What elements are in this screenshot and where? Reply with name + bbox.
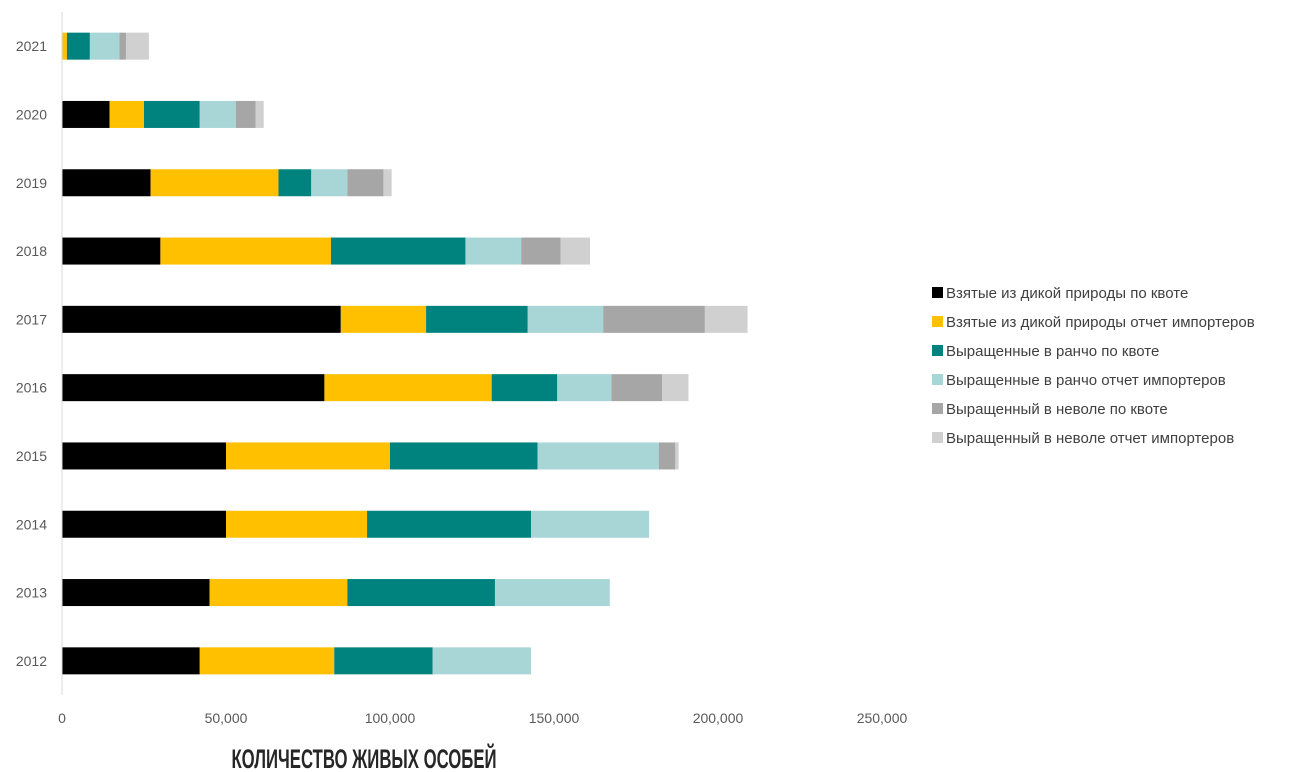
bar-segment-2014-series-4 [531,510,650,538]
legend-swatch-series-3 [932,345,943,356]
bar-segment-2016-series-1 [62,374,325,402]
bar-segment-2020-series-3 [144,100,200,128]
bar-segment-2015-series-4 [537,442,659,470]
legend-swatch-series-4 [932,374,943,385]
bar-segment-2021-series-6 [125,32,149,60]
bar-segment-2016-series-4 [557,374,612,402]
bar-segment-2017-series-1 [62,305,341,333]
bar-segment-2012-series-2 [199,647,335,675]
bar-segment-2019-series-1 [62,169,151,197]
x-tick-label: 250,000 [857,710,908,726]
bar-segment-2012-series-3 [334,647,433,675]
bar-segment-2015-series-6 [675,442,679,470]
bar-segment-2019-series-6 [383,169,392,197]
legend-swatch-series-6 [932,432,943,443]
x-tick-label: 50,000 [205,710,248,726]
bar-segment-2018-series-3 [330,237,466,265]
x-axis-label: КОЛИЧЕСТВО ЖИВЫХ ОСОБЕЙ [231,744,496,772]
bar-segment-2020-series-5 [235,100,256,128]
bar-segment-2013-series-4 [494,579,610,607]
bar-segment-2019-series-5 [347,169,384,197]
legend-label-series-5: Выращенный в неволе по квоте [946,401,1168,418]
bar-segment-2014-series-1 [62,510,226,538]
x-tick-label: 150,000 [529,710,580,726]
bar-segment-2014-series-2 [226,510,368,538]
bar-segment-2018-series-4 [465,237,522,265]
bar-segment-2013-series-2 [209,579,348,607]
legend-swatch-series-1 [932,287,943,298]
bar-segment-2021-series-4 [89,32,120,60]
bar-segment-2021-series-3 [66,32,90,60]
bar-segment-2019-series-2 [150,169,279,197]
legend-label-series-6: Выращенный в неволе отчет импортеров [946,430,1234,447]
bar-segment-2012-series-1 [62,647,200,675]
y-tick-label: 2012 [16,653,47,669]
bar-segment-2015-series-2 [226,442,390,470]
legend: Взятые из дикой природы по квоте Взятые и… [932,285,1255,447]
bar-segment-2020-series-6 [255,100,264,128]
bar-segment-2020-series-4 [199,100,236,128]
bar-segment-2016-series-5 [611,374,663,402]
y-tick-label: 2021 [16,38,47,54]
bar-segment-2017-series-3 [426,305,528,333]
bar-segment-2014-series-3 [367,510,532,538]
bar-segment-2019-series-4 [311,169,348,197]
bar-segment-2018-series-1 [62,237,161,265]
bar-segment-2017-series-2 [340,305,427,333]
y-tick-label: 2019 [16,175,47,191]
bar-segment-2015-series-5 [658,442,676,470]
y-tick-label: 2016 [16,380,47,396]
y-tick-label: 2013 [16,585,47,601]
x-tick-label: 100,000 [365,710,416,726]
x-tick-label: 0 [58,710,66,726]
y-tick-label: 2018 [16,243,47,259]
bar-segment-2017-series-4 [527,305,604,333]
legend-label-series-3: Выращенные в ранчо по квоте [946,343,1159,360]
bar-segment-2016-series-2 [324,374,492,402]
bar-segment-2020-series-2 [109,100,144,128]
bar-segment-2018-series-5 [521,237,561,265]
y-tick-label: 2020 [16,106,47,122]
legend-label-series-1: Взятые из дикой природы по квоте [946,285,1188,302]
bar-segment-2017-series-5 [603,305,705,333]
bar-segment-2018-series-2 [160,237,331,265]
bar-segment-2019-series-3 [278,169,312,197]
bar-segment-2018-series-6 [560,237,591,265]
legend-label-series-4: Выращенные в ранчо отчет импортеров [946,372,1226,389]
bar-segment-2017-series-6 [704,305,748,333]
legend-swatch-series-2 [932,316,943,327]
bar-segment-2015-series-1 [62,442,226,470]
bar-segment-2013-series-1 [62,579,210,607]
x-axis-ticks: 0 50,000 100,000 150,000 200,000 250,000 [58,710,907,726]
bar-segment-2015-series-3 [390,442,538,470]
y-tick-label: 2015 [16,448,47,464]
bar-segment-2013-series-3 [347,579,495,607]
bar-segment-2012-series-4 [432,647,532,675]
x-tick-label: 200,000 [693,710,744,726]
legend-swatch-series-5 [932,403,943,414]
bar-segment-2016-series-3 [491,374,558,402]
y-axis-ticks: 2021 2020 2019 2018 2017 2016 2015 2014 2013 2012 [16,38,47,669]
bar-segment-2020-series-1 [62,100,110,128]
legend-label-series-2: Взятые из дикой природы отчет импортеров [946,314,1255,331]
bar-segment-2021-series-2 [62,32,67,60]
y-tick-label: 2017 [16,311,47,327]
bar-segment-2016-series-6 [662,374,689,402]
y-tick-label: 2014 [16,516,47,532]
bars-group [62,32,748,675]
bar-segment-2021-series-5 [119,32,126,60]
